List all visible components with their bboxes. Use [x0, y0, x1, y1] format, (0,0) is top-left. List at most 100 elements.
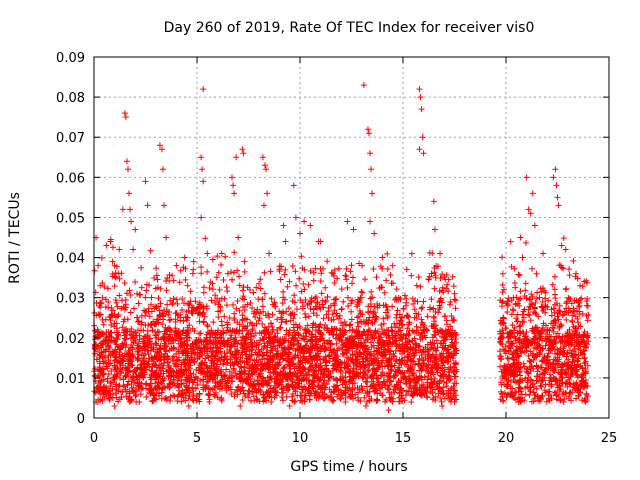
data-point — [289, 355, 296, 362]
data-point — [384, 314, 391, 321]
data-point — [200, 289, 207, 296]
data-point — [566, 295, 573, 302]
data-point — [142, 294, 149, 301]
data-point — [229, 174, 236, 181]
data-point — [259, 154, 266, 161]
data-point — [413, 323, 420, 330]
data-point — [113, 299, 120, 306]
data-point — [177, 314, 184, 321]
data-point — [566, 266, 573, 273]
data-point — [556, 323, 563, 330]
data-point — [333, 340, 340, 347]
data-point — [98, 255, 105, 262]
data-point — [113, 263, 120, 270]
data-point — [449, 317, 456, 324]
data-point — [247, 336, 254, 343]
data-point — [91, 336, 98, 343]
y-tick-label: 0.09 — [56, 51, 85, 66]
data-point — [268, 398, 275, 405]
data-point — [419, 134, 426, 141]
y-tick-label: 0.07 — [56, 131, 85, 146]
data-point — [227, 356, 234, 363]
data-point — [432, 347, 439, 354]
data-point — [582, 398, 589, 405]
data-point — [115, 312, 122, 319]
data-point — [560, 398, 567, 405]
data-point — [443, 272, 450, 279]
data-point — [181, 254, 188, 261]
data-point — [408, 250, 415, 257]
y-tick-label: 0 — [77, 412, 85, 427]
data-point — [413, 282, 420, 289]
data-point — [204, 250, 211, 257]
data-point — [409, 370, 416, 377]
data-point — [393, 343, 400, 350]
data-point — [280, 364, 287, 371]
x-tick-label: 0 — [90, 431, 98, 446]
data-point — [431, 357, 438, 364]
data-point — [519, 254, 526, 261]
data-point — [174, 398, 181, 405]
data-point — [435, 309, 442, 316]
data-point — [170, 295, 177, 302]
data-point — [522, 391, 529, 398]
data-point — [174, 300, 181, 307]
data-point — [322, 284, 329, 291]
data-point — [449, 273, 456, 280]
data-point — [204, 268, 211, 275]
data-point — [452, 305, 459, 312]
data-point — [202, 235, 209, 242]
data-point — [297, 230, 303, 237]
data-point — [163, 287, 170, 294]
data-point — [430, 198, 437, 205]
data-point — [412, 361, 419, 368]
data-point — [163, 234, 170, 241]
data-point — [97, 304, 104, 311]
data-point — [285, 305, 292, 312]
data-point — [420, 150, 427, 157]
data-point — [235, 330, 242, 337]
data-point — [419, 304, 426, 311]
data-point — [269, 323, 276, 330]
data-point — [508, 263, 515, 270]
data-point — [555, 202, 562, 209]
data-point — [327, 302, 334, 309]
data-point — [355, 389, 362, 396]
data-point — [566, 272, 573, 279]
data-point — [522, 287, 529, 294]
data-point — [385, 406, 392, 413]
data-point — [224, 270, 231, 277]
data-point — [527, 317, 534, 324]
data-point — [307, 305, 314, 312]
data-point — [307, 222, 314, 229]
data-point — [437, 250, 444, 257]
data-point — [224, 288, 231, 295]
data-point — [107, 383, 114, 390]
data-point — [161, 202, 168, 209]
data-point — [366, 130, 373, 137]
data-point — [524, 369, 531, 376]
data-point — [274, 342, 281, 349]
data-point — [132, 226, 139, 233]
x-tick-label: 10 — [292, 431, 309, 446]
data-point — [286, 402, 293, 409]
data-point — [104, 285, 111, 292]
data-point — [260, 202, 267, 209]
data-point — [234, 298, 241, 305]
data-point — [499, 288, 506, 295]
data-point — [399, 321, 406, 328]
y-tick-label: 0.05 — [56, 211, 85, 226]
data-point — [513, 315, 520, 322]
data-point — [418, 352, 425, 359]
data-point — [580, 384, 587, 391]
data-point — [416, 146, 423, 153]
data-point — [153, 265, 160, 272]
x-axis-title: GPS time / hours — [290, 459, 407, 475]
data-point — [122, 335, 129, 342]
data-point — [257, 285, 264, 292]
data-point — [166, 347, 173, 354]
y-tick-label: 0.03 — [56, 292, 85, 307]
data-point — [348, 297, 355, 304]
x-tick-label: 25 — [601, 431, 618, 446]
data-point — [562, 286, 569, 293]
